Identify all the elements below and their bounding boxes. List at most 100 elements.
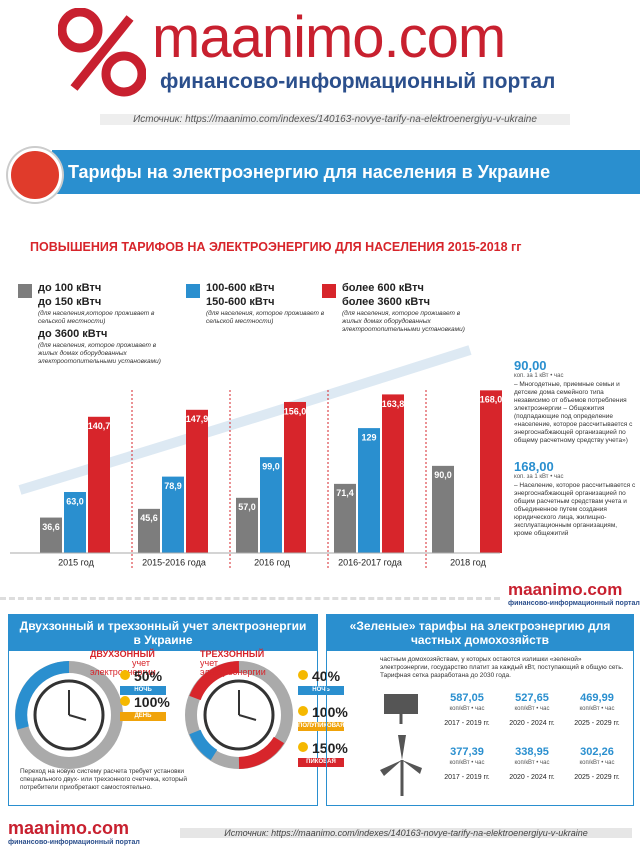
two-title: ДВУХЗОННЫЙ bbox=[90, 649, 155, 659]
legend-note: (для населения, которое проживает в сель… bbox=[206, 310, 325, 325]
tariff-value: 338,95 bbox=[515, 746, 549, 758]
green-icons bbox=[380, 694, 422, 796]
x-tick-label: 2016-2017 года bbox=[338, 557, 402, 567]
source: Источник: https://maanimo.com/indexes/14… bbox=[100, 114, 570, 125]
bar bbox=[334, 483, 356, 553]
tariff-unit: коп/кВт • час bbox=[514, 706, 550, 712]
legend-note: (для населения, которое проживает в жилы… bbox=[342, 310, 465, 333]
tariff-value: 302,26 bbox=[580, 746, 614, 758]
footer-tagline: финансово-информационный портал bbox=[8, 839, 140, 846]
legend-note: (для населения,которое проживает в сельс… bbox=[38, 310, 155, 325]
chart-title: ПОВЫШЕНИЯ ТАРИФОВ НА ЭЛЕКТРОЭНЕРГИЮ ДЛЯ … bbox=[30, 240, 522, 254]
note-unit: коп. за 1 кВт • час bbox=[514, 373, 564, 379]
bar bbox=[40, 517, 62, 553]
bar bbox=[260, 457, 282, 553]
rate-tag: ДЕНЬ bbox=[120, 712, 166, 721]
x-tick-label: 2015-2016 года bbox=[142, 557, 206, 567]
tariff-period: 2020 - 2024 гг. bbox=[509, 774, 555, 781]
x-tick-label: 2015 год bbox=[58, 557, 94, 567]
logo-text: maanimo.com bbox=[152, 5, 506, 70]
value-label: 78,9 bbox=[164, 481, 182, 491]
banner-bg bbox=[52, 150, 640, 194]
green-note: частным домохозяйствам, у которых остают… bbox=[380, 656, 624, 679]
bar bbox=[138, 508, 160, 553]
legend-label: более 600 кВтч bbox=[342, 282, 424, 294]
footer-source: Источник: https://maanimo.com/indexes/14… bbox=[180, 828, 632, 838]
tariff-period: 2017 - 2019 гг. bbox=[444, 720, 490, 727]
value-label: 36,6 bbox=[42, 522, 60, 532]
tariff-unit: коп/кВт • час bbox=[449, 760, 485, 766]
clocks bbox=[15, 661, 293, 769]
mid-tagline: финансово-информационный портал bbox=[508, 600, 640, 607]
bar bbox=[480, 390, 502, 553]
bar bbox=[432, 465, 454, 553]
value-label: 129 bbox=[361, 432, 376, 442]
zones-box: Двухзонный и трехзонный учет электроэнер… bbox=[8, 614, 318, 806]
value-label: 57,0 bbox=[238, 502, 256, 512]
trend-arrow bbox=[18, 345, 472, 495]
legend-note: (для населения, которое проживает в жилы… bbox=[38, 342, 161, 365]
green-title: «Зеленые» тарифы на электроэнергию для ч… bbox=[327, 615, 633, 651]
value-label: 71,4 bbox=[336, 488, 354, 498]
rate-icon bbox=[298, 670, 308, 680]
legend-label: 100-600 кВтч bbox=[206, 282, 275, 294]
legend-swatch bbox=[18, 284, 32, 298]
legend-label: до 3600 кВтч bbox=[38, 328, 108, 340]
tariff-value: 527,65 bbox=[515, 692, 549, 704]
value-label: 99,0 bbox=[262, 462, 280, 472]
rate-value: 100% bbox=[134, 694, 170, 710]
tariff-value: 377,39 bbox=[450, 746, 484, 758]
bar bbox=[162, 476, 184, 553]
three-sub: учет электроэнергии bbox=[200, 658, 266, 677]
tariff-value: 469,99 bbox=[580, 692, 614, 704]
rate-tag: ПОЛУПИКОВАЯ bbox=[298, 722, 345, 731]
rate-tag: НОЧЬ bbox=[120, 686, 166, 695]
note-text: – Многодетные, приемные семьи и детские … bbox=[514, 381, 633, 444]
rate-tag: ПИКОВАЯ bbox=[298, 758, 344, 767]
bar bbox=[358, 428, 380, 553]
tariff-unit: коп/кВт • час bbox=[579, 760, 615, 766]
rate-icon bbox=[120, 696, 130, 706]
tariff-unit: коп/кВт • час bbox=[449, 706, 485, 712]
note-unit: коп. за 1 кВт • час bbox=[514, 474, 564, 480]
x-tick-label: 2016 год bbox=[254, 557, 290, 567]
tariff-period: 2017 - 2019 гг. bbox=[444, 774, 490, 781]
logo-icon bbox=[58, 8, 146, 97]
legend-label: до 100 кВтч bbox=[38, 282, 102, 294]
legend-label: более 3600 кВтч bbox=[342, 296, 430, 308]
tariff-period: 2020 - 2024 гг. bbox=[509, 720, 555, 727]
rate-tag: НОЧЬ bbox=[298, 686, 344, 695]
legend-swatch bbox=[186, 284, 200, 298]
rate-value: 150% bbox=[312, 740, 348, 756]
tariff-period: 2025 - 2029 гг. bbox=[574, 774, 620, 781]
value-label: 163,8 bbox=[382, 399, 405, 409]
tariff-period: 2025 - 2029 гг. bbox=[574, 720, 620, 727]
bar bbox=[236, 497, 258, 553]
note-value: 90,00 bbox=[514, 358, 547, 373]
rate-value: 50% bbox=[134, 668, 163, 684]
chart: 2015 год 36,6 63,0 140,7 2015-2016 года 45,6 7… bbox=[10, 345, 503, 568]
mid-logo: maanimo.com bbox=[508, 580, 623, 599]
value-label: 90,0 bbox=[434, 470, 452, 480]
note-text: – Население, которое рассчитывается с эн… bbox=[514, 482, 636, 537]
tagline: финансово-информационный портал bbox=[160, 70, 556, 93]
value-label: 147,9 bbox=[186, 414, 209, 424]
footer-logo: maanimo.com bbox=[8, 818, 130, 838]
value-label: 63,0 bbox=[66, 496, 84, 506]
value-label: 156,0 bbox=[284, 406, 307, 416]
value-label: 168,0 bbox=[480, 395, 503, 405]
tariff-unit: коп/кВт • час bbox=[579, 706, 615, 712]
rate-icon bbox=[298, 706, 308, 716]
bar bbox=[88, 416, 110, 553]
three-title: ТРЕХЗОННЫЙ bbox=[200, 649, 265, 659]
legend-swatch bbox=[322, 284, 336, 298]
bar bbox=[382, 394, 404, 553]
bar bbox=[64, 492, 86, 553]
tariff-value: 587,05 bbox=[450, 692, 484, 704]
banner-title: Тарифы на электроэнергию для населения в… bbox=[68, 162, 551, 182]
bulb-icon bbox=[8, 148, 62, 202]
bar bbox=[186, 409, 208, 553]
divider bbox=[0, 597, 500, 600]
bar bbox=[284, 401, 306, 553]
